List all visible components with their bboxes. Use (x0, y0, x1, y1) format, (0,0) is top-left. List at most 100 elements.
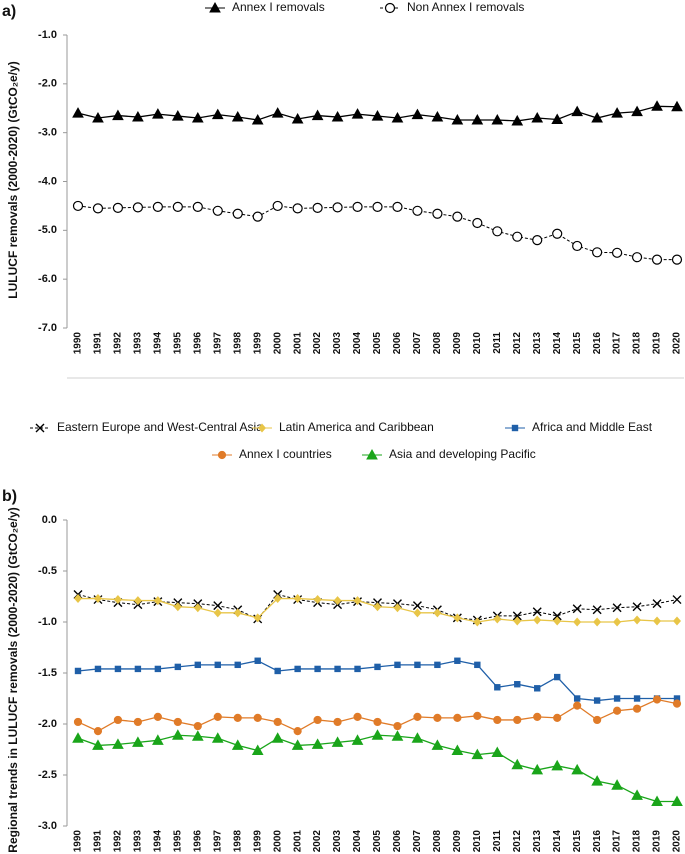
data-point (611, 107, 623, 118)
data-point (291, 739, 304, 750)
data-point (92, 203, 104, 214)
data-point (171, 110, 184, 121)
x-tick-label: 2010 (472, 332, 483, 355)
data-point (114, 665, 122, 673)
x-tick-label: 2013 (532, 830, 543, 853)
data-point (451, 744, 464, 756)
data-point (252, 211, 263, 222)
data-point (271, 107, 284, 118)
data-point (593, 617, 602, 627)
x-tick-label: 2005 (372, 332, 383, 355)
data-point (313, 595, 322, 605)
data-point (513, 715, 522, 725)
data-point (412, 601, 422, 611)
x-tick-label: 2019 (652, 830, 663, 853)
y-tick-label: -3.0 (38, 820, 57, 832)
data-point (293, 594, 302, 604)
panel-label: a) (2, 3, 16, 20)
data-point (494, 684, 501, 691)
x-tick-label: 1997 (212, 830, 223, 853)
data-point (92, 739, 104, 750)
data-point (233, 713, 242, 722)
legend-marker (511, 424, 519, 432)
data-point (631, 789, 643, 800)
data-point (152, 201, 163, 212)
data-point (354, 665, 361, 673)
legend-label: Annex I removals (232, 0, 325, 14)
data-point (471, 748, 484, 760)
data-point (473, 617, 482, 627)
data-point (553, 713, 562, 722)
data-point (612, 603, 622, 613)
data-point (672, 699, 682, 708)
data-point (413, 712, 422, 721)
data-point (273, 717, 282, 727)
legend-marker (35, 423, 45, 433)
y-tick-label: -7.0 (38, 322, 57, 334)
data-point (573, 701, 582, 710)
x-tick-label: 2011 (492, 332, 503, 354)
data-point (353, 712, 362, 721)
x-tick-label: 2009 (452, 332, 463, 355)
data-point (213, 712, 222, 721)
x-tick-label: 2012 (512, 332, 523, 355)
data-point (651, 254, 663, 265)
data-point (212, 205, 223, 216)
data-point (152, 734, 164, 745)
data-point (394, 661, 401, 669)
data-point (613, 617, 622, 627)
data-point (551, 759, 564, 771)
data-point (392, 201, 403, 212)
x-tick-label: 2005 (372, 830, 383, 853)
data-point (193, 721, 202, 731)
data-point (491, 113, 504, 125)
data-point (591, 775, 603, 786)
data-point (232, 208, 243, 219)
data-point (331, 736, 344, 747)
series-line (77, 698, 678, 732)
x-tick-label: 2001 (292, 830, 303, 853)
x-tick-label: 2007 (412, 332, 423, 355)
legend-label: Annex I countries (239, 447, 332, 461)
data-point (651, 795, 663, 807)
data-point (613, 695, 621, 702)
x-tick-label: 1999 (252, 332, 263, 355)
data-point (213, 601, 223, 611)
x-tick-label: 2002 (312, 830, 323, 853)
data-point (432, 208, 443, 219)
x-tick-label: 1993 (133, 830, 144, 853)
data-point (154, 665, 162, 673)
data-point (513, 616, 522, 626)
data-point (113, 715, 123, 725)
data-point (631, 252, 643, 263)
y-tick-label: -1.0 (38, 616, 57, 628)
data-point (93, 727, 103, 736)
data-point (671, 795, 683, 807)
data-point (173, 717, 182, 727)
data-point (591, 111, 603, 123)
legend-marker (258, 423, 266, 433)
data-point (74, 594, 82, 604)
data-point (671, 100, 683, 112)
legend-label: Asia and developing Pacific (389, 447, 536, 461)
data-point (112, 109, 124, 121)
x-tick-label: 2004 (352, 332, 363, 355)
data-point (251, 744, 264, 756)
series-line (77, 205, 677, 261)
data-point (191, 111, 204, 123)
data-point (611, 247, 623, 258)
data-point (194, 661, 201, 669)
data-point (653, 616, 662, 626)
data-point (312, 202, 323, 213)
x-tick-label: 2006 (392, 332, 403, 355)
x-tick-label: 2000 (272, 830, 283, 853)
y-tick-label: -2.0 (38, 718, 57, 730)
data-point (233, 608, 242, 618)
data-point (652, 695, 662, 704)
data-point (274, 667, 281, 675)
data-point (593, 697, 601, 704)
x-tick-label: 2003 (332, 830, 343, 853)
x-tick-label: 1995 (172, 830, 183, 853)
data-point (272, 200, 283, 212)
data-point (112, 738, 124, 749)
